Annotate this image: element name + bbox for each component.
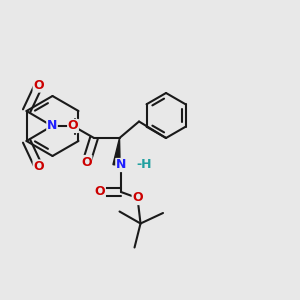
Text: N: N <box>116 158 126 172</box>
Text: O: O <box>33 79 44 92</box>
Text: O: O <box>33 160 44 173</box>
Polygon shape <box>113 138 120 165</box>
Text: O: O <box>81 155 92 169</box>
Text: -H: -H <box>136 158 152 172</box>
Text: O: O <box>95 185 105 199</box>
Text: O: O <box>68 119 78 133</box>
Text: N: N <box>47 119 57 133</box>
Text: O: O <box>132 191 143 205</box>
